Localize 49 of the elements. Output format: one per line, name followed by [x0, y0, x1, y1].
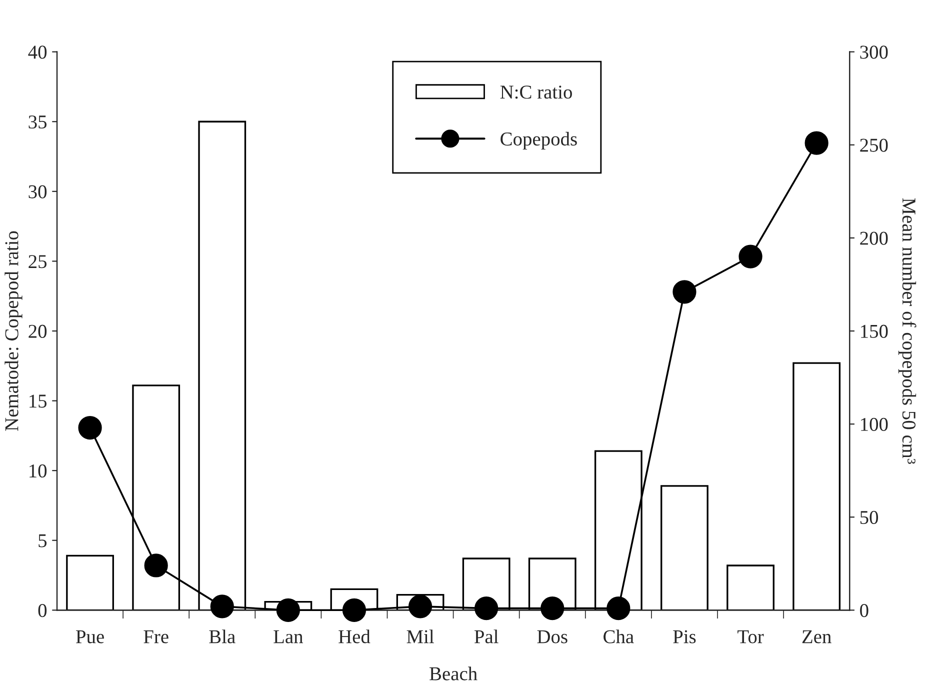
x-tick-label: Cha	[604, 630, 634, 644]
y-tick-label: 0	[38, 604, 47, 618]
y2-tick-label: 50	[860, 510, 878, 524]
y-tick-label: 35	[28, 115, 47, 129]
point	[606, 596, 630, 620]
x-tick-label: Mil	[406, 630, 434, 644]
point	[474, 596, 498, 620]
x-tick-label: Zen	[802, 630, 832, 644]
legend-label: N:C ratio	[500, 86, 572, 99]
x-tick-label: Pal	[474, 630, 498, 644]
y2-tick-label: 150	[861, 324, 888, 338]
bar	[660, 485, 708, 610]
y-tick-label: 30	[28, 185, 47, 198]
y2-tick-label: 250	[860, 138, 888, 152]
y2-tick-label: 200	[860, 232, 888, 245]
point	[210, 594, 234, 618]
y-tick-label: 20	[28, 324, 47, 338]
point	[738, 244, 762, 268]
x-tick-label: Dos	[537, 630, 568, 644]
y2-tick-label: 0	[860, 604, 868, 618]
point	[804, 131, 828, 155]
legend-label: Copepods	[500, 132, 577, 150]
x-tick-label: Hed	[338, 630, 370, 644]
y-tick-label: 40	[28, 46, 47, 59]
y-tick-label: 5	[38, 534, 47, 548]
x-axis-title: Beach	[430, 666, 478, 680]
x-tick-label: Pis	[673, 630, 696, 644]
x-tick-label: Tor	[738, 630, 764, 644]
y2-axis-title: Mean number of copepods 50 cm³	[898, 198, 916, 464]
point	[342, 598, 366, 622]
point	[408, 594, 432, 618]
bar	[726, 564, 774, 610]
bar	[792, 362, 841, 610]
point	[540, 596, 564, 620]
y-tick-label: 15	[30, 394, 47, 408]
point	[672, 280, 696, 304]
x-tick-label: Lan	[274, 630, 303, 644]
x-tick-label: Fre	[144, 630, 168, 644]
y-tick-label: 25	[28, 255, 47, 268]
x-tick-label: Bla	[209, 630, 236, 644]
point	[276, 598, 300, 622]
x-tick-label: Pue	[76, 630, 104, 644]
point	[78, 416, 102, 440]
y-axis-title: Nematode: Copepod ratio	[4, 231, 22, 431]
point	[144, 554, 168, 578]
y2-tick-label: 300	[860, 46, 888, 59]
bar	[66, 554, 114, 610]
y2-tick-label: 100	[861, 418, 888, 431]
y-tick-label: 10	[30, 464, 47, 478]
